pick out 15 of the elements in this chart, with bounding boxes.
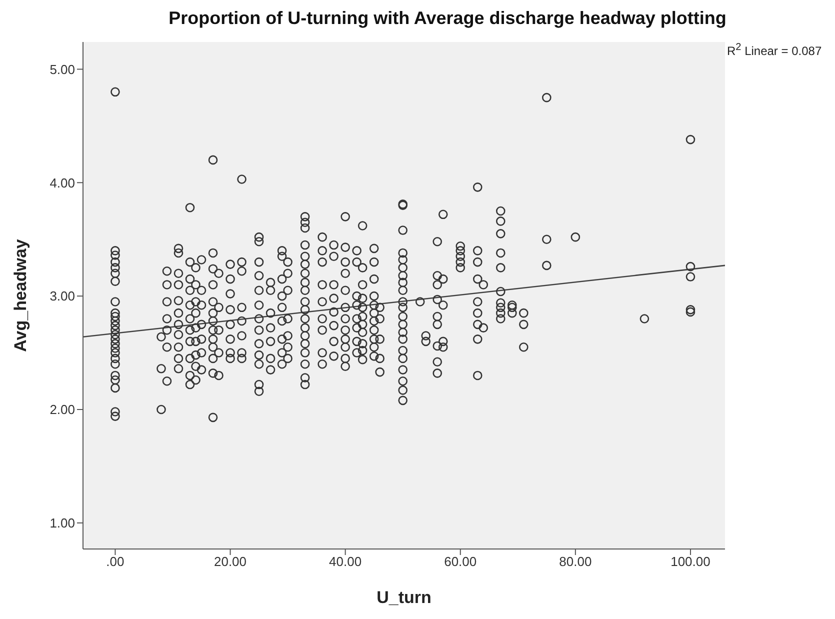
x-tick-label: 20.00 [214,554,247,570]
x-tick-label: 40.00 [329,554,362,570]
x-tick-label: .00 [106,554,124,570]
x-axis-title: U_turn [376,588,432,607]
x-tick-label: 100.00 [670,554,710,570]
y-tick-label: 2.00 [50,402,75,418]
chart-title: Proportion of U-turning with Average discharge headway plotting [168,8,728,30]
y-tick-label: 1.00 [50,516,75,531]
y-axis-title: Avg_headway [11,238,30,352]
y-tick-label: 5.00 [50,62,75,77]
y-tick-label: 4.00 [50,175,75,190]
text: R$^{2}$ Linear = 0.087 [727,42,822,58]
x-tick-label: 80.00 [559,554,592,570]
y-tick-label: 3.00 [50,288,75,304]
x-tick-label: 60.00 [444,554,477,570]
